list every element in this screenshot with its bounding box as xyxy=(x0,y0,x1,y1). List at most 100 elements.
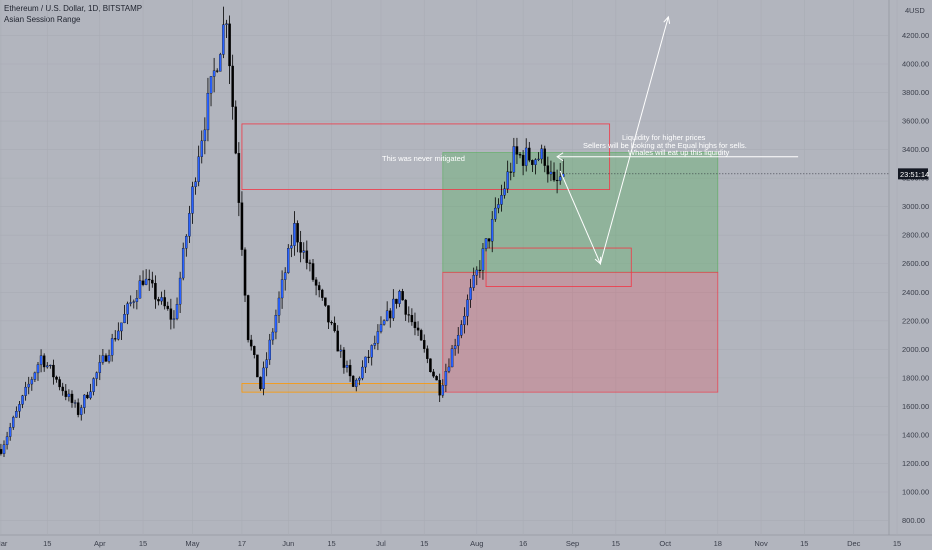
candle-up xyxy=(490,218,494,242)
candle-down xyxy=(388,310,392,319)
candle-down xyxy=(435,376,438,381)
candle-down xyxy=(0,449,3,454)
candle-up xyxy=(361,366,364,379)
price-axis[interactable]: 4 USD 800.00 1000.00 1200.00 1400.00 1600.00… xyxy=(902,6,929,525)
candle-up xyxy=(472,275,475,288)
candle-down xyxy=(478,269,482,271)
candle-up xyxy=(379,324,383,332)
candle-up xyxy=(274,315,278,333)
candle-down xyxy=(395,298,398,304)
projection-arrowhead-up xyxy=(663,15,671,24)
candle-up xyxy=(290,245,293,249)
candle-up xyxy=(469,287,472,300)
candle-up xyxy=(268,339,271,360)
candle-up xyxy=(2,444,6,454)
zone-stop[interactable] xyxy=(442,271,719,393)
candle-up xyxy=(185,236,188,249)
time-tick-label: Sep xyxy=(566,539,579,548)
candle-down xyxy=(169,308,173,320)
candle-down xyxy=(237,153,241,203)
symbol-title[interactable]: Ethereum / U.S. Dollar, 1D, BITSTAMP xyxy=(4,4,143,13)
candle-down xyxy=(515,146,519,155)
time-tick-label: Aug xyxy=(470,539,483,548)
candle-up xyxy=(355,379,358,387)
candle-down xyxy=(401,291,404,301)
candle-down xyxy=(342,349,346,368)
candle-down xyxy=(42,355,46,368)
candle-up xyxy=(5,436,9,445)
candle-down xyxy=(253,346,256,356)
time-tick-label: 15 xyxy=(612,539,620,548)
chart-zones[interactable] xyxy=(241,123,719,393)
candle-up xyxy=(271,331,275,341)
candle-down xyxy=(64,390,68,397)
candle-down xyxy=(333,322,336,332)
annotation-liquidity-higher[interactable]: Liquidity for higher prices xyxy=(622,133,706,142)
candle-up xyxy=(123,314,126,324)
candle-up xyxy=(83,394,86,408)
candle-down xyxy=(546,165,550,175)
candle-down xyxy=(246,295,250,341)
candle-down xyxy=(422,340,426,349)
price-tick-label: 3800.00 xyxy=(902,88,929,97)
candle-down xyxy=(324,297,327,306)
candle-up xyxy=(444,371,448,386)
candle-up xyxy=(144,278,148,285)
candle-down xyxy=(407,314,411,316)
candle-down xyxy=(296,223,299,243)
candle-down xyxy=(438,379,441,396)
time-tick-label: Nov xyxy=(754,539,768,548)
candle-down xyxy=(552,171,556,181)
candle-down xyxy=(419,330,423,341)
candle-down xyxy=(330,322,333,324)
candle-up xyxy=(277,297,281,316)
candle-up xyxy=(27,383,30,388)
candle-down xyxy=(228,23,231,67)
candle-up xyxy=(345,365,349,368)
candle-up xyxy=(460,324,463,336)
indicator-label[interactable]: Asian Session Range xyxy=(4,15,81,24)
annotation-never-mitigated[interactable]: This was never mitigated xyxy=(382,154,465,163)
candle-down xyxy=(521,154,525,166)
candles xyxy=(0,6,565,457)
time-axis[interactable]: Mar 15 Apr 15 May 17 Jun 15 Jul 15 Aug 16 Sep 15 Oct 18… xyxy=(0,539,901,548)
candle-down xyxy=(166,305,170,309)
candle-down xyxy=(321,289,324,298)
chart-drawings[interactable] xyxy=(556,15,889,266)
time-tick-label: 15 xyxy=(420,539,428,548)
annotation-whales-liquidity[interactable]: Whales will eat up this liquidity xyxy=(628,148,730,157)
candle-down xyxy=(55,376,58,380)
candle-up xyxy=(481,248,485,271)
candle-up xyxy=(73,402,77,404)
projection-arrowhead-down xyxy=(594,256,602,265)
time-tick-label: 15 xyxy=(43,539,51,548)
candle-up xyxy=(506,171,509,189)
candle-down xyxy=(259,376,262,390)
candle-up xyxy=(537,158,540,160)
candle-up xyxy=(135,298,139,302)
annotation-sellers-equal-highs[interactable]: Sellers will be looking at the Equal hig… xyxy=(583,141,747,150)
candle-up xyxy=(385,310,389,321)
candle-up xyxy=(8,427,12,437)
candle-down xyxy=(543,148,547,166)
candle-up xyxy=(534,159,537,165)
candle-down xyxy=(52,364,55,378)
time-tick-label: 15 xyxy=(139,539,147,548)
candle-up xyxy=(370,345,373,358)
time-tick-label: Mar xyxy=(0,539,8,548)
time-tick-label: 17 xyxy=(238,539,246,548)
candle-up xyxy=(512,146,516,173)
zone-demand[interactable] xyxy=(241,383,444,393)
candle-down xyxy=(351,375,355,387)
candle-up xyxy=(92,378,95,392)
zone-order-block[interactable] xyxy=(485,247,632,287)
candle-down xyxy=(404,299,407,315)
candle-down xyxy=(518,154,522,156)
candle-up xyxy=(524,147,528,166)
candle-down xyxy=(249,339,253,347)
candle-up xyxy=(265,359,268,369)
candle-down xyxy=(141,280,145,285)
candle-down xyxy=(243,249,247,296)
candle-up xyxy=(188,213,191,237)
